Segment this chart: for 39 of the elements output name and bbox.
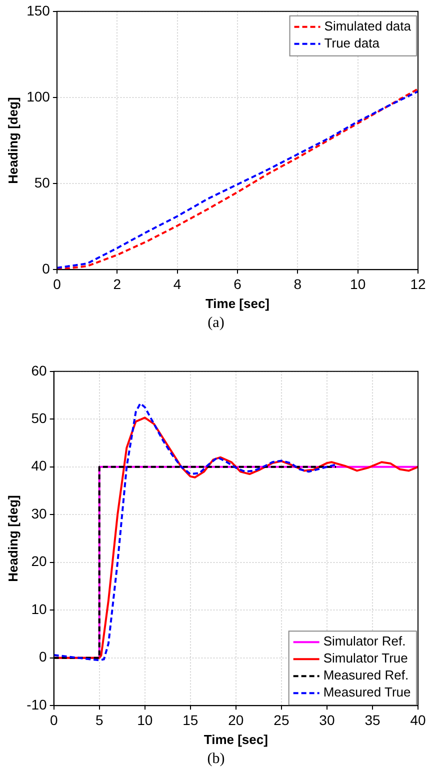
y-tick-label: 150 [26,2,50,18]
x-tick-label: 0 [53,276,62,292]
x-tick-label: 25 [274,712,290,728]
x-tick-label: 6 [234,276,242,292]
x-tick-label: 10 [350,276,366,292]
y-axis-title: Heading [deg] [5,97,20,184]
x-tick-label: 35 [364,712,380,728]
text: (a) [206,314,226,333]
legend-label: Measured True [323,684,411,700]
x-axis-title: Time [sec] [204,732,268,747]
x-tick-label: 4 [173,276,182,292]
legend-label: Simulator True [323,650,408,666]
y-tick-label: 40 [31,458,48,474]
x-tick-label: 40 [410,712,426,728]
y-tick-label: 50 [34,174,50,190]
legend-label: Measured Ref. [323,668,409,683]
y-axis-title: Heading [deg] [5,495,20,582]
y-tick-label: 10 [31,600,48,617]
legend-label: Simulated data [324,18,412,34]
y-tick-label: 0 [39,648,48,665]
x-tick-label: 10 [137,712,153,728]
y-tick-label: 100 [26,88,50,104]
x-tick-label: 15 [182,712,198,728]
x-tick-label: 8 [294,276,302,292]
y-tick-label: -10 [26,696,48,712]
x-tick-label: 30 [319,712,335,728]
y-tick-label: 20 [31,553,48,570]
x-tick-label: 12 [410,276,426,292]
y-tick-label: 60 [31,362,48,378]
x-tick-label: 20 [228,712,244,728]
y-tick-label: 50 [31,410,48,426]
x-tick-label: 5 [95,712,104,728]
y-tick-label: 30 [31,505,48,522]
text: (b) [206,750,226,769]
legend-label: Simulator Ref. [323,634,406,649]
y-tick-label: 0 [42,260,50,276]
x-axis-title: Time [sec] [205,296,270,311]
legend-label: True data [324,35,380,50]
x-tick-label: 2 [113,276,122,292]
